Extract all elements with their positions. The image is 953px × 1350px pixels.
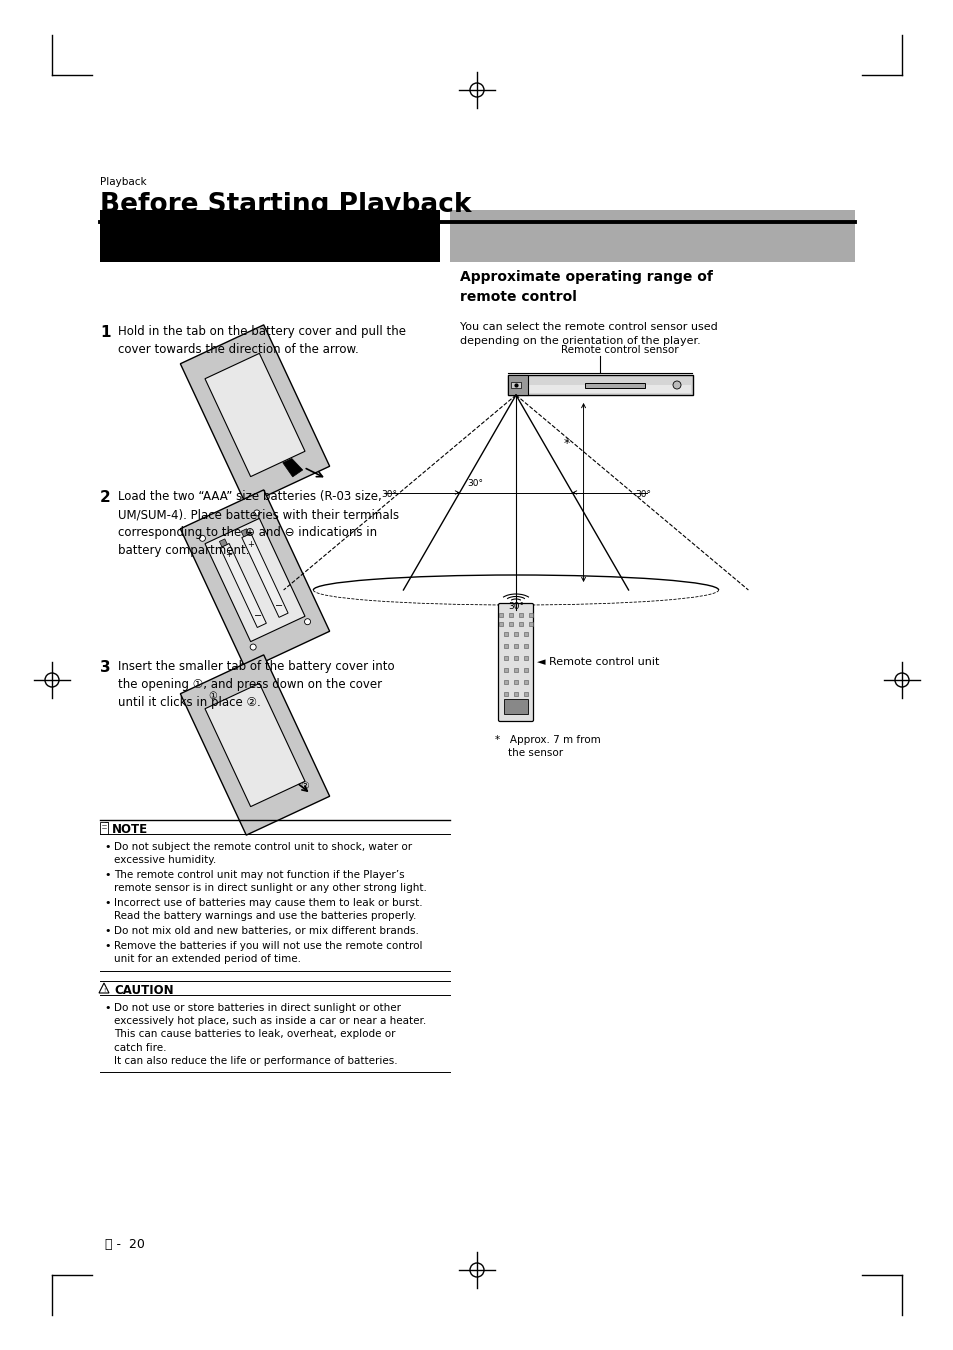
Polygon shape xyxy=(220,544,266,628)
Text: *: * xyxy=(563,437,569,451)
Text: Before Starting Playback: Before Starting Playback xyxy=(100,192,471,217)
Circle shape xyxy=(304,618,311,625)
Text: Do not use or store batteries in direct sunlight or other
excessively hot place,: Do not use or store batteries in direct … xyxy=(113,1003,426,1065)
Text: Insert the smaller tab of the battery cover into
the opening ①, and press down o: Insert the smaller tab of the battery co… xyxy=(118,660,395,709)
Text: Do not subject the remote control unit to shock, water or
excessive humidity.: Do not subject the remote control unit t… xyxy=(113,842,412,865)
Bar xyxy=(523,632,527,636)
Bar xyxy=(503,668,507,672)
Bar xyxy=(523,668,527,672)
Bar xyxy=(509,622,513,626)
Text: +: + xyxy=(247,540,253,549)
Text: 30°: 30° xyxy=(380,490,396,500)
Text: NOTE: NOTE xyxy=(112,824,148,836)
Text: •: • xyxy=(104,926,111,936)
Text: 2: 2 xyxy=(100,490,111,505)
Bar xyxy=(503,656,507,660)
Text: !: ! xyxy=(103,987,105,992)
Bar xyxy=(514,632,517,636)
Polygon shape xyxy=(242,533,288,617)
Text: Incorrect use of batteries may cause them to leak or burst.
Read the battery war: Incorrect use of batteries may cause the… xyxy=(113,898,422,921)
Text: Remote control sensor: Remote control sensor xyxy=(560,346,679,355)
Text: •: • xyxy=(104,1003,111,1012)
Bar xyxy=(503,644,507,648)
Bar xyxy=(503,693,507,697)
Polygon shape xyxy=(180,490,330,670)
Bar xyxy=(523,656,527,660)
Text: 30°: 30° xyxy=(467,478,483,487)
Text: •: • xyxy=(104,869,111,880)
Bar xyxy=(523,693,527,697)
Text: 3: 3 xyxy=(100,660,111,675)
Text: Approximate operating range of
remote control: Approximate operating range of remote co… xyxy=(459,270,712,304)
Bar xyxy=(518,613,522,617)
Text: •: • xyxy=(104,941,111,950)
Circle shape xyxy=(250,644,256,651)
Text: *   Approx. 7 m from
    the sensor: * Approx. 7 m from the sensor xyxy=(495,734,600,759)
Circle shape xyxy=(253,510,259,516)
Bar xyxy=(511,382,520,387)
Bar xyxy=(510,385,690,393)
FancyBboxPatch shape xyxy=(503,699,527,714)
Bar xyxy=(507,375,527,396)
Text: 30°: 30° xyxy=(635,490,651,500)
Bar xyxy=(529,622,533,626)
Text: CAUTION: CAUTION xyxy=(113,984,173,998)
Bar xyxy=(503,680,507,684)
Text: •: • xyxy=(104,842,111,852)
Text: Do not mix old and new batteries, or mix different brands.: Do not mix old and new batteries, or mix… xyxy=(113,926,418,936)
Polygon shape xyxy=(205,683,305,806)
Polygon shape xyxy=(180,325,330,505)
Bar xyxy=(518,622,522,626)
Bar xyxy=(100,211,439,262)
Text: Playback: Playback xyxy=(100,177,147,188)
Bar xyxy=(523,644,527,648)
Text: −: − xyxy=(275,601,283,612)
Text: ◄ Remote control unit: ◄ Remote control unit xyxy=(537,657,659,667)
Circle shape xyxy=(672,381,680,389)
Bar xyxy=(498,622,502,626)
Bar xyxy=(100,822,108,834)
Bar xyxy=(503,632,507,636)
Bar xyxy=(514,644,517,648)
Text: Loading the Batteries in the
Remote Control: Loading the Batteries in the Remote Cont… xyxy=(110,270,330,304)
Polygon shape xyxy=(219,539,227,547)
Bar xyxy=(523,680,527,684)
Text: ②: ② xyxy=(300,780,309,791)
Text: Load the two “AAA” size batteries (R-03 size,
UM/SUM-4). Place batteries with th: Load the two “AAA” size batteries (R-03 … xyxy=(118,490,398,558)
Text: 1: 1 xyxy=(100,325,111,340)
Text: Hold in the tab on the battery cover and pull the
cover towards the direction of: Hold in the tab on the battery cover and… xyxy=(118,325,406,356)
Text: •: • xyxy=(104,898,111,909)
Bar xyxy=(514,668,517,672)
Bar xyxy=(507,375,692,396)
Bar xyxy=(584,383,644,387)
Text: −: − xyxy=(253,612,261,621)
Bar xyxy=(514,680,517,684)
Text: ①: ① xyxy=(208,691,216,702)
Text: Remove the batteries if you will not use the remote control
unit for an extended: Remove the batteries if you will not use… xyxy=(113,941,422,964)
Polygon shape xyxy=(282,459,302,477)
Bar xyxy=(514,656,517,660)
Text: The remote control unit may not function if the Player’s
remote sensor is in dir: The remote control unit may not function… xyxy=(113,869,426,894)
Bar xyxy=(529,613,533,617)
Polygon shape xyxy=(241,529,249,537)
Text: 30°: 30° xyxy=(507,602,523,612)
Text: +: + xyxy=(225,551,232,559)
Bar xyxy=(498,613,502,617)
Text: ⓖ -  20: ⓖ - 20 xyxy=(105,1238,145,1251)
Bar xyxy=(509,613,513,617)
Polygon shape xyxy=(180,655,330,836)
Text: You can select the remote control sensor used
depending on the orientation of th: You can select the remote control sensor… xyxy=(459,323,717,346)
Bar xyxy=(514,693,517,697)
Circle shape xyxy=(199,536,205,541)
Bar xyxy=(450,211,854,262)
Polygon shape xyxy=(205,518,305,641)
Polygon shape xyxy=(205,354,305,477)
FancyBboxPatch shape xyxy=(498,603,533,721)
